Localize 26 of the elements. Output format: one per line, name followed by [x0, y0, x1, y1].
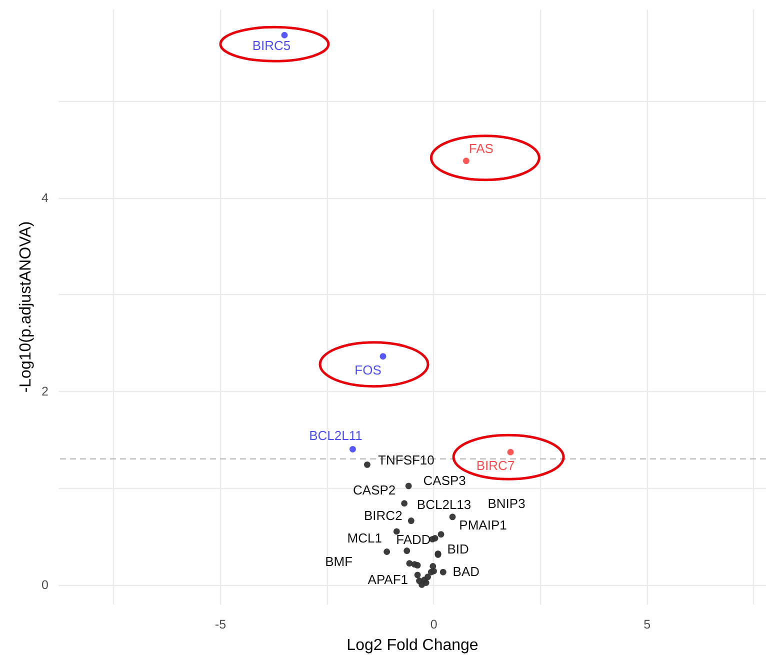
- annotation: BIRC2: [364, 508, 402, 523]
- x-tick-label: 0: [430, 618, 438, 632]
- annotation: BIRC5: [252, 38, 291, 54]
- annotation: MCL1: [347, 530, 382, 546]
- y-axis-title: -Log10(p.adjustANOVA): [18, 221, 35, 393]
- y-tick-label: 0: [42, 578, 49, 592]
- annotation: CASP3: [423, 472, 466, 488]
- x-tick-label: -5: [215, 618, 226, 632]
- annotation: PMAIP1: [459, 517, 507, 532]
- annotation: CASP2: [353, 482, 396, 498]
- annotation: BMF: [325, 554, 353, 569]
- x-tick-label: 5: [644, 618, 651, 632]
- annotation: BCL2L11: [309, 428, 362, 444]
- annotation: BID: [447, 542, 469, 557]
- y-tick-label: 4: [42, 191, 49, 206]
- annotation: BIRC7: [476, 458, 515, 474]
- x-axis-title: Log2 Fold Change: [346, 637, 478, 654]
- annotation: TNFSF10: [378, 452, 434, 468]
- annotation: BNIP3: [488, 496, 526, 511]
- annotation: FADD: [396, 532, 431, 548]
- annotation: BAD: [452, 564, 480, 580]
- annotation: FOS: [354, 362, 382, 378]
- y-tick-label: 2: [42, 384, 49, 399]
- annotation: APAF1: [368, 572, 408, 587]
- annotation: FAS: [468, 140, 494, 156]
- annotation: BCL2L13: [416, 497, 472, 512]
